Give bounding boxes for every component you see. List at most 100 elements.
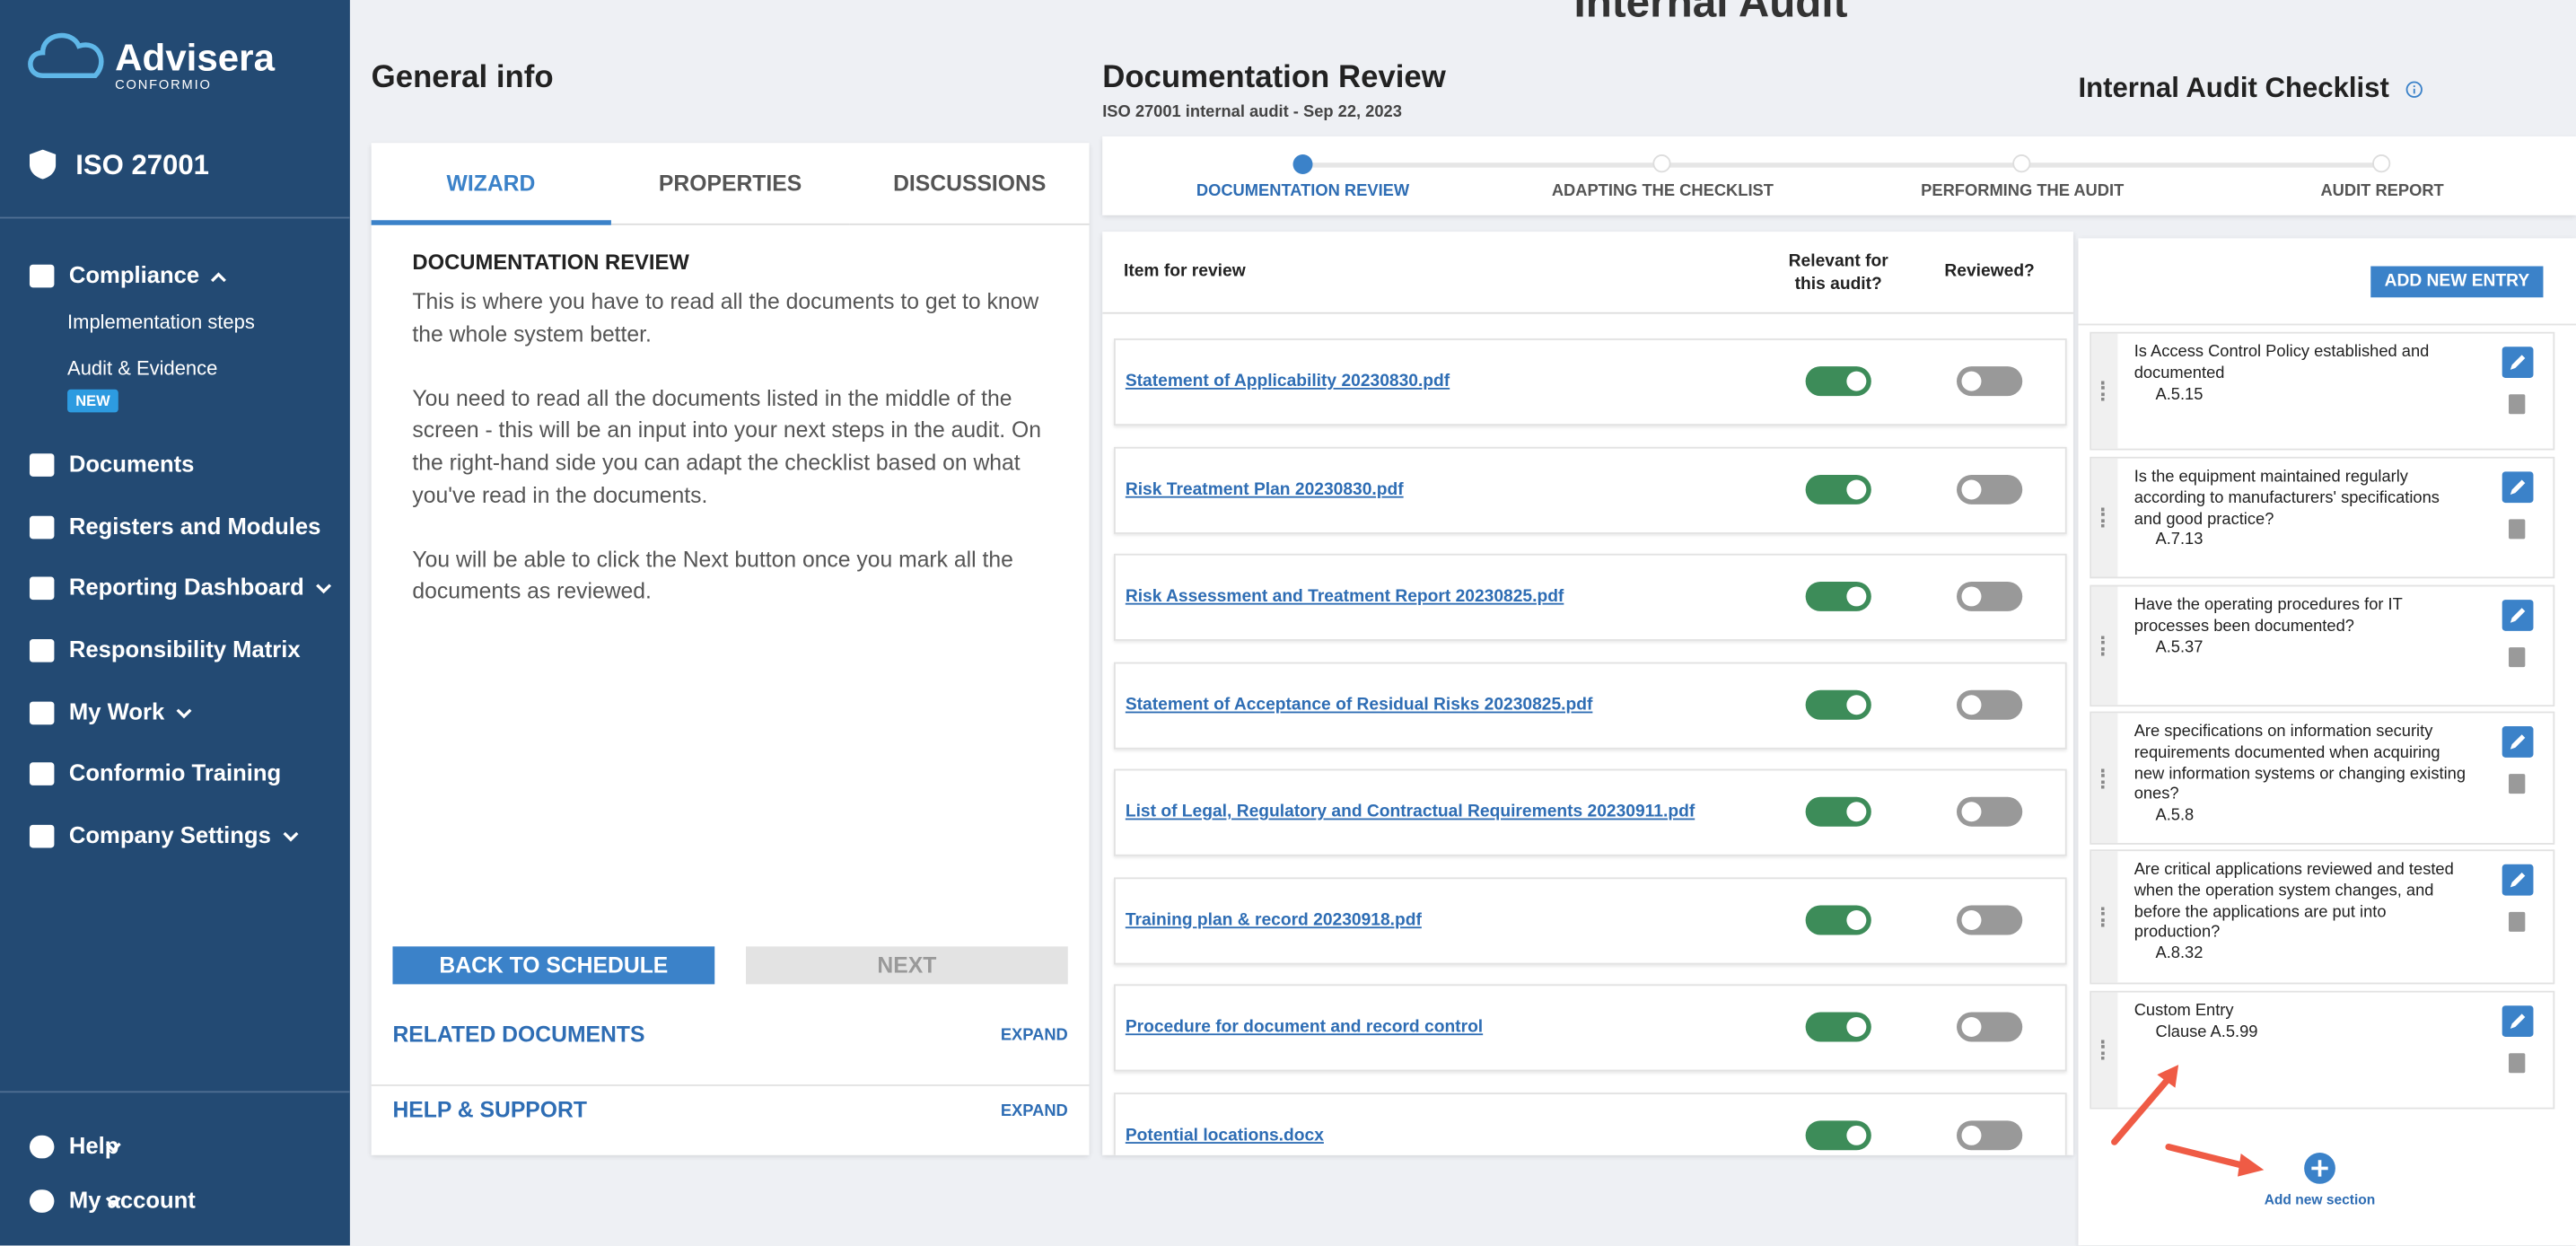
document-link[interactable]: Risk Assessment and Treatment Report 202… <box>1125 586 1564 607</box>
nav-sub[interactable]: Audit & Evidence <box>67 356 218 380</box>
edit-button[interactable] <box>2502 864 2534 896</box>
annotation-arrows <box>2111 1065 2265 1177</box>
toggle[interactable] <box>1957 689 2023 719</box>
nav-item[interactable]: Documents <box>68 450 195 477</box>
entry-ref: A.7.13 <box>2155 531 2204 549</box>
document-link[interactable]: Potential locations.docx <box>1125 1124 1324 1145</box>
brand: Advisera <box>115 36 275 79</box>
add-section[interactable]: Add new section <box>2264 1191 2376 1208</box>
toggle[interactable] <box>1957 581 2023 611</box>
toggle[interactable] <box>1805 474 1871 505</box>
edit-button[interactable] <box>2502 471 2534 504</box>
step-label[interactable]: PERFORMING THE AUDIT <box>1921 182 2125 201</box>
chevron[interactable] <box>210 271 226 283</box>
delete-button[interactable] <box>2509 911 2526 932</box>
nav-item[interactable]: My Work <box>68 698 165 725</box>
chevron[interactable] <box>315 584 332 595</box>
drag-handle <box>2091 458 2118 577</box>
edit-button[interactable] <box>2502 1005 2534 1037</box>
toggle[interactable] <box>1957 474 2023 505</box>
delete-button[interactable] <box>2509 774 2526 794</box>
chevron[interactable] <box>176 708 192 720</box>
review-table: Item for review Relevant for this audit? R… <box>1102 232 2073 1155</box>
toggle[interactable] <box>1805 1119 1871 1150</box>
back-button[interactable]: BACK TO SCHEDULE <box>392 946 715 985</box>
step-label[interactable]: ADAPTING THE CHECKLIST <box>1551 182 1774 201</box>
nav-item[interactable]: Conformio Training <box>68 759 282 785</box>
add-section-icon[interactable] <box>2303 1152 2336 1185</box>
toggle[interactable] <box>1805 581 1871 611</box>
step-label[interactable]: AUDIT REPORT <box>2320 182 2444 201</box>
nav-item[interactable]: My account <box>68 1186 196 1213</box>
delete-button[interactable] <box>2509 1053 2526 1074</box>
nav-item[interactable]: Reporting Dashboard <box>68 573 304 601</box>
drag-dots <box>2101 507 2107 528</box>
nav-item[interactable]: Company Settings <box>68 821 271 848</box>
nav-icon <box>29 453 55 477</box>
expand[interactable]: EXPAND <box>1000 1027 1068 1046</box>
delete-button[interactable] <box>2509 394 2526 415</box>
toggle[interactable] <box>1805 904 1871 934</box>
nav-sub[interactable]: Implementation steps <box>67 310 255 334</box>
document-row: Procedure for document and record contro… <box>1114 984 2067 1072</box>
nav-item[interactable]: Compliance <box>68 261 200 288</box>
step-label[interactable]: DOCUMENTATION REVIEW <box>1196 182 1410 201</box>
toggle[interactable] <box>1805 689 1871 719</box>
divider <box>1102 312 2073 314</box>
tab[interactable]: WIZARD <box>371 143 611 225</box>
document-link[interactable]: Statement of Applicability 20230830.pdf <box>1125 371 1450 391</box>
chevron[interactable] <box>283 831 299 843</box>
page-title: Internal Audit <box>1573 0 1848 27</box>
expand[interactable]: EXPAND <box>1000 1102 1068 1121</box>
document-link[interactable]: Procedure for document and record contro… <box>1125 1017 1484 1037</box>
edit-icon <box>2510 608 2526 623</box>
toggle[interactable] <box>1957 1012 2023 1042</box>
section-link[interactable]: RELATED DOCUMENTS <box>392 1022 645 1047</box>
stepper-track <box>1302 162 2383 168</box>
chevron[interactable] <box>105 1142 121 1154</box>
edit-button[interactable] <box>2502 726 2534 758</box>
document-row: Statement of Acceptance of Residual Risk… <box>1114 661 2067 749</box>
edit-button[interactable] <box>2502 600 2534 631</box>
document-link[interactable]: List of Legal, Regulatory and Contractua… <box>1125 802 1695 822</box>
toggle[interactable] <box>1957 1119 2023 1150</box>
toggle-knob <box>1846 478 1867 499</box>
drag-dots <box>2101 636 2107 656</box>
drag-handle <box>2091 992 2118 1108</box>
next-button[interactable]: NEXT <box>746 946 1068 985</box>
nav-item[interactable]: Responsibility Matrix <box>68 636 301 662</box>
sidebar: Advisera CONFORMIO ISO 27001 Implementat… <box>0 0 350 1246</box>
delete-button[interactable] <box>2509 519 2526 540</box>
chevron[interactable] <box>105 1197 121 1208</box>
drag-dots <box>2101 768 2107 788</box>
toggle[interactable] <box>1957 904 2023 934</box>
nav-item[interactable]: Help <box>68 1132 119 1159</box>
document-link[interactable]: Risk Treatment Plan 20230830.pdf <box>1125 478 1404 499</box>
document-link[interactable]: Training plan & record 20230918.pdf <box>1125 909 1422 930</box>
info-icon[interactable] <box>2405 81 2423 99</box>
tab[interactable]: DISCUSSIONS <box>849 143 1090 225</box>
toggle-knob <box>1846 1017 1867 1037</box>
section-link[interactable]: HELP & SUPPORT <box>392 1097 587 1123</box>
add-entry-button[interactable]: ADD NEW ENTRY <box>2370 266 2544 298</box>
document-row: Statement of Applicability 20230830.pdf <box>1114 338 2067 426</box>
document-link[interactable]: Statement of Acceptance of Residual Risk… <box>1125 694 1593 715</box>
toggle[interactable] <box>1805 366 1871 397</box>
toggle[interactable] <box>1805 1012 1871 1042</box>
checklist-entry: Are critical applications reviewed and t… <box>2090 849 2555 985</box>
edit-button[interactable] <box>2502 347 2534 378</box>
nav-icon <box>29 515 55 540</box>
subtitle: ISO 27001 internal audit - Sep 22, 2023 <box>1102 103 1402 122</box>
tab[interactable]: PROPERTIES <box>610 143 850 225</box>
nav-icon <box>29 1189 55 1213</box>
delete-button[interactable] <box>2509 647 2526 668</box>
toggle[interactable] <box>1957 796 2023 827</box>
step-dot <box>2012 154 2031 173</box>
entry-question: Custom Entry <box>2134 1002 2234 1021</box>
toggle[interactable] <box>1805 796 1871 827</box>
nav-item[interactable]: Registers and Modules <box>68 513 321 540</box>
toggle[interactable] <box>1957 366 2023 397</box>
nav-icon <box>29 824 55 848</box>
logo-icon <box>28 32 104 78</box>
